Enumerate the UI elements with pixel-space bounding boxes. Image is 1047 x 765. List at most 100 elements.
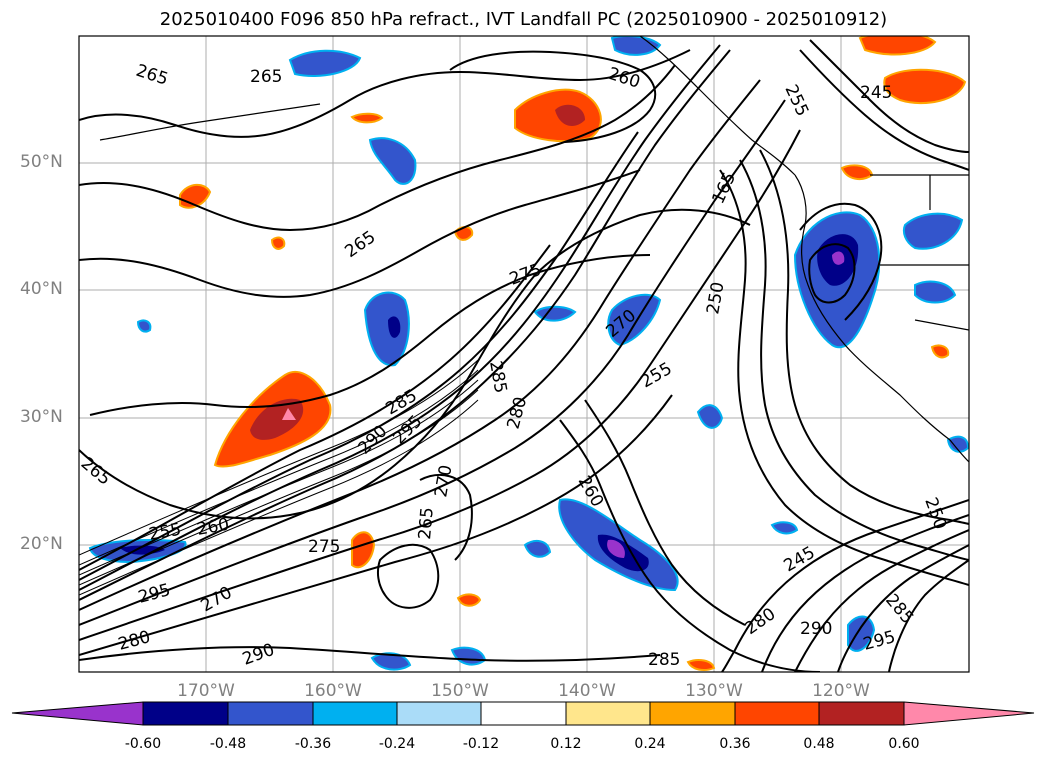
- contour-4: [79, 244, 551, 571]
- colorbar-tick: -0.12: [462, 736, 500, 752]
- fill-blob-central: [363, 291, 410, 367]
- state-border-3: [914, 319, 969, 331]
- fill-blob-small-2: [351, 531, 376, 569]
- fill-blob-small-9: [270, 236, 286, 250]
- fill-blob-canada-ne: [883, 68, 967, 105]
- colorbar-bin: [312, 701, 398, 726]
- fill-blob-south-1: [847, 615, 876, 652]
- contour-31: [808, 243, 856, 304]
- fill-blob-california-peak: [832, 251, 845, 265]
- contour-label: 290: [800, 619, 832, 639]
- colorbar-tick: -0.60: [124, 736, 162, 752]
- fill-blob-south-4: [523, 539, 552, 558]
- contour-27: [79, 646, 661, 662]
- contour-29: [799, 49, 969, 171]
- fill-blob-subtropical-core: [250, 398, 304, 440]
- map-background: [79, 36, 969, 672]
- contour-8: [79, 394, 673, 656]
- fill-blob-subtropical-east-peak: [607, 539, 625, 558]
- colorbar-tick: 0.48: [803, 736, 835, 752]
- fill-blob-small-4: [453, 226, 474, 241]
- colorbar-bin: [818, 701, 905, 726]
- contour-30: [799, 202, 883, 321]
- contour-26: [419, 474, 473, 561]
- lat-label-40n: 40°N: [20, 279, 63, 299]
- fill-blob-alaska-core: [555, 104, 585, 126]
- contour-19: [761, 514, 969, 672]
- contour-22: [888, 559, 969, 672]
- colorbar-tick: -0.36: [294, 736, 332, 752]
- map-title: 2025010400 F096 850 hPa refract., IVT La…: [159, 9, 888, 30]
- fill-blob-mid-3: [696, 404, 724, 429]
- contour-24: [584, 399, 746, 626]
- colorbar-bin: [565, 701, 651, 726]
- fill-blob-east-2: [914, 280, 957, 304]
- lon-label-120w: 120°W: [812, 681, 870, 701]
- contour-2: [79, 44, 721, 591]
- coastline-islands: [99, 103, 321, 141]
- contour-21: [837, 544, 969, 672]
- colorbar-extend-max: [903, 701, 1035, 726]
- colorbar-tick: 0.60: [888, 736, 920, 752]
- colorbar-bin: [396, 701, 482, 726]
- contour-15: [719, 169, 969, 586]
- fill-blob-north-2: [368, 137, 417, 185]
- fill-blob-south-5: [770, 521, 799, 535]
- contour-label: 265: [250, 67, 282, 87]
- lon-label-170w: 170°W: [177, 681, 235, 701]
- contour-3: [79, 131, 639, 581]
- refractivity-contours: [79, 39, 969, 672]
- contour-23: [559, 419, 821, 672]
- colorbar-bin: [734, 701, 820, 726]
- ivt-fill-positive: [179, 36, 967, 671]
- contour-1: [79, 49, 731, 601]
- contour-5: [79, 79, 761, 611]
- lat-label-20n: 20°N: [20, 534, 63, 554]
- contour-12: [79, 64, 676, 232]
- lon-label-150w: 150°W: [431, 681, 489, 701]
- contour-25: [376, 543, 440, 609]
- colorbar-bin: [227, 701, 314, 726]
- colorbar-tick: -0.48: [209, 736, 247, 752]
- fill-blob-top-center: [858, 36, 937, 56]
- contour-label: 275: [308, 537, 340, 557]
- contour-20: [794, 529, 969, 672]
- fill-blob-small-3: [456, 593, 482, 607]
- refractivity-contours-thin: [79, 359, 479, 596]
- contour-16: [739, 159, 969, 561]
- map-frame: [78, 35, 970, 673]
- fill-blob-small-8: [686, 659, 716, 671]
- contour-label: 285: [648, 650, 680, 670]
- contour-label: 245: [860, 83, 892, 103]
- contour-28: [809, 39, 969, 153]
- lat-label-30n: 30°N: [20, 407, 63, 427]
- colorbar-bin: [649, 701, 736, 726]
- colorbar-tick: 0.24: [634, 736, 666, 752]
- colorbar-tick: 0.12: [550, 736, 582, 752]
- fill-blob-small-6: [930, 344, 950, 359]
- contour-18: [721, 499, 969, 672]
- colorbar-extend-min: [11, 701, 144, 726]
- contour-7: [79, 129, 801, 641]
- contour-10: [89, 254, 651, 416]
- contour-label: 265: [415, 506, 438, 540]
- contour-labels: 265 265 260 255 245 265 275 165 250 270 …: [79, 61, 950, 670]
- contour-6: [79, 99, 786, 626]
- fill-blob-small-w: [136, 319, 152, 333]
- contour-13: [79, 49, 691, 138]
- colorbar-tick: 0.36: [719, 736, 751, 752]
- fill-blob-east-1: [902, 212, 964, 250]
- contour-9: [79, 208, 751, 520]
- fill-blob-east-3: [946, 435, 969, 453]
- fill-blob-mid: [607, 293, 662, 347]
- lon-label-130w: 130°W: [685, 681, 743, 701]
- fill-blob-central-core: [388, 316, 401, 338]
- colorbar-bin: [480, 701, 567, 726]
- contour-17: [759, 149, 969, 525]
- lon-label-160w: 160°W: [304, 681, 362, 701]
- lon-label-140w: 140°W: [558, 681, 616, 701]
- colorbar: [11, 701, 1035, 726]
- ivt-fill-negative: [88, 36, 969, 671]
- contour-11: [79, 169, 641, 298]
